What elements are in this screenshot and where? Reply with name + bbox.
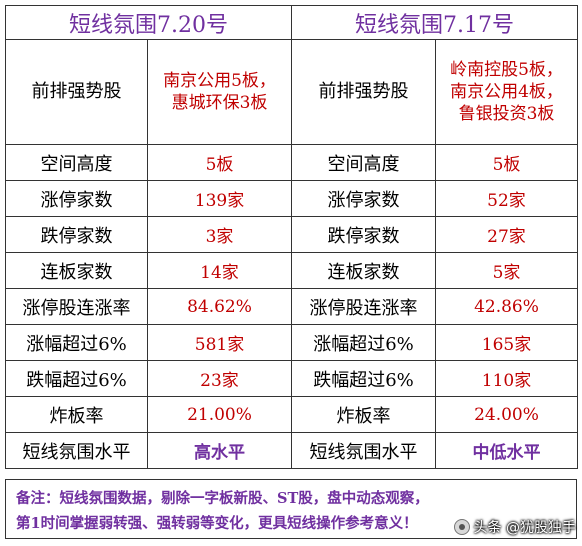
right-value: 5家: [435, 252, 578, 289]
table-row: 涨停股连涨率 84.62% 涨停股连涨率 42.86%: [5, 288, 578, 325]
table-row: 炸板率 21.00% 炸板率 24.00%: [5, 396, 578, 433]
table-row: 跌停家数 3家 跌停家数 27家: [5, 216, 578, 253]
avatar-icon: [453, 519, 470, 535]
right-value: 27家: [435, 216, 578, 253]
row-label: 涨幅超过6%: [5, 324, 148, 361]
row-label: 炸板率: [5, 396, 148, 433]
header-row: 短线氛围7.20号 短线氛围7.17号: [5, 5, 578, 40]
row-label: 涨停股连涨率: [291, 288, 436, 325]
left-value: 581家: [147, 324, 292, 361]
row-label: 涨停家数: [291, 180, 436, 217]
right-value: 5板: [435, 144, 578, 181]
left-value: 5板: [147, 144, 292, 181]
left-value: 14家: [147, 252, 292, 289]
left-value: 21.00%: [147, 396, 292, 433]
remark-note: 备注：短线氛围数据，剔除一字板新股、ST股，盘中动态观察， 第1时间掌握弱转强、…: [5, 479, 577, 539]
table-row: 空间高度 5板 空间高度 5板: [5, 144, 578, 181]
left-leading-line: 南京公用5板，: [163, 71, 276, 91]
left-leading-line: 惠城环保3板: [171, 93, 268, 113]
right-leading-stocks: 岭南控股5板， 南京公用4板， 鲁银投资3板: [435, 39, 578, 145]
row-label: 跌幅超过6%: [291, 360, 436, 397]
watermark: 头条 @犹股独手: [453, 517, 576, 537]
right-value: 24.00%: [435, 396, 578, 433]
row-label: 连板家数: [291, 252, 436, 289]
table-row: 连板家数 14家 连板家数 5家: [5, 252, 578, 289]
right-value: 42.86%: [435, 288, 578, 325]
right-level-value: 中低水平: [435, 432, 578, 469]
row-label: 炸板率: [291, 396, 436, 433]
row-label: 涨停股连涨率: [5, 288, 148, 325]
leading-stocks-row: 前排强势股 南京公用5板， 惠城环保3板 前排强势股 岭南控股5板， 南京公用4…: [5, 39, 578, 145]
left-leading-stocks: 南京公用5板， 惠城环保3板: [147, 39, 292, 145]
right-leading-line: 鲁银投资3板: [458, 104, 555, 124]
right-leading-line: 岭南控股5板，: [450, 60, 563, 80]
left-column-title: 短线氛围7.20号: [5, 5, 292, 40]
row-label: 空间高度: [291, 144, 436, 181]
row-label: 涨幅超过6%: [291, 324, 436, 361]
right-column-title: 短线氛围7.17号: [291, 5, 578, 40]
right-value: 110家: [435, 360, 578, 397]
right-value: 52家: [435, 180, 578, 217]
left-value: 3家: [147, 216, 292, 253]
row-label: 前排强势股: [5, 39, 148, 145]
left-value: 23家: [147, 360, 292, 397]
watermark-text: 头条 @犹股独手: [473, 520, 576, 536]
left-value: 84.62%: [147, 288, 292, 325]
table-row: 涨幅超过6% 581家 涨幅超过6% 165家: [5, 324, 578, 361]
row-label: 前排强势股: [291, 39, 436, 145]
remark-line: 第1时间掌握弱转强、强转弱等变化，更具短线操作参考意义！: [16, 515, 418, 532]
row-label: 涨停家数: [5, 180, 148, 217]
row-label: 连板家数: [5, 252, 148, 289]
row-label: 空间高度: [5, 144, 148, 181]
sentiment-comparison-table: 短线氛围7.20号 短线氛围7.17号 前排强势股 南京公用5板， 惠城环保3板…: [5, 5, 578, 469]
row-label: 跌幅超过6%: [5, 360, 148, 397]
row-label: 短线氛围水平: [5, 432, 148, 469]
left-value: 139家: [147, 180, 292, 217]
right-leading-line: 南京公用4板，: [450, 82, 563, 102]
remark-line: 备注：短线氛围数据，剔除一字板新股、ST股，盘中动态观察，: [16, 490, 429, 507]
level-row: 短线氛围水平 高水平 短线氛围水平 中低水平: [5, 432, 578, 469]
right-value: 165家: [435, 324, 578, 361]
left-level-value: 高水平: [147, 432, 292, 469]
row-label: 跌停家数: [291, 216, 436, 253]
row-label: 短线氛围水平: [291, 432, 436, 469]
table-row: 跌幅超过6% 23家 跌幅超过6% 110家: [5, 360, 578, 397]
table-row: 涨停家数 139家 涨停家数 52家: [5, 180, 578, 217]
row-label: 跌停家数: [5, 216, 148, 253]
